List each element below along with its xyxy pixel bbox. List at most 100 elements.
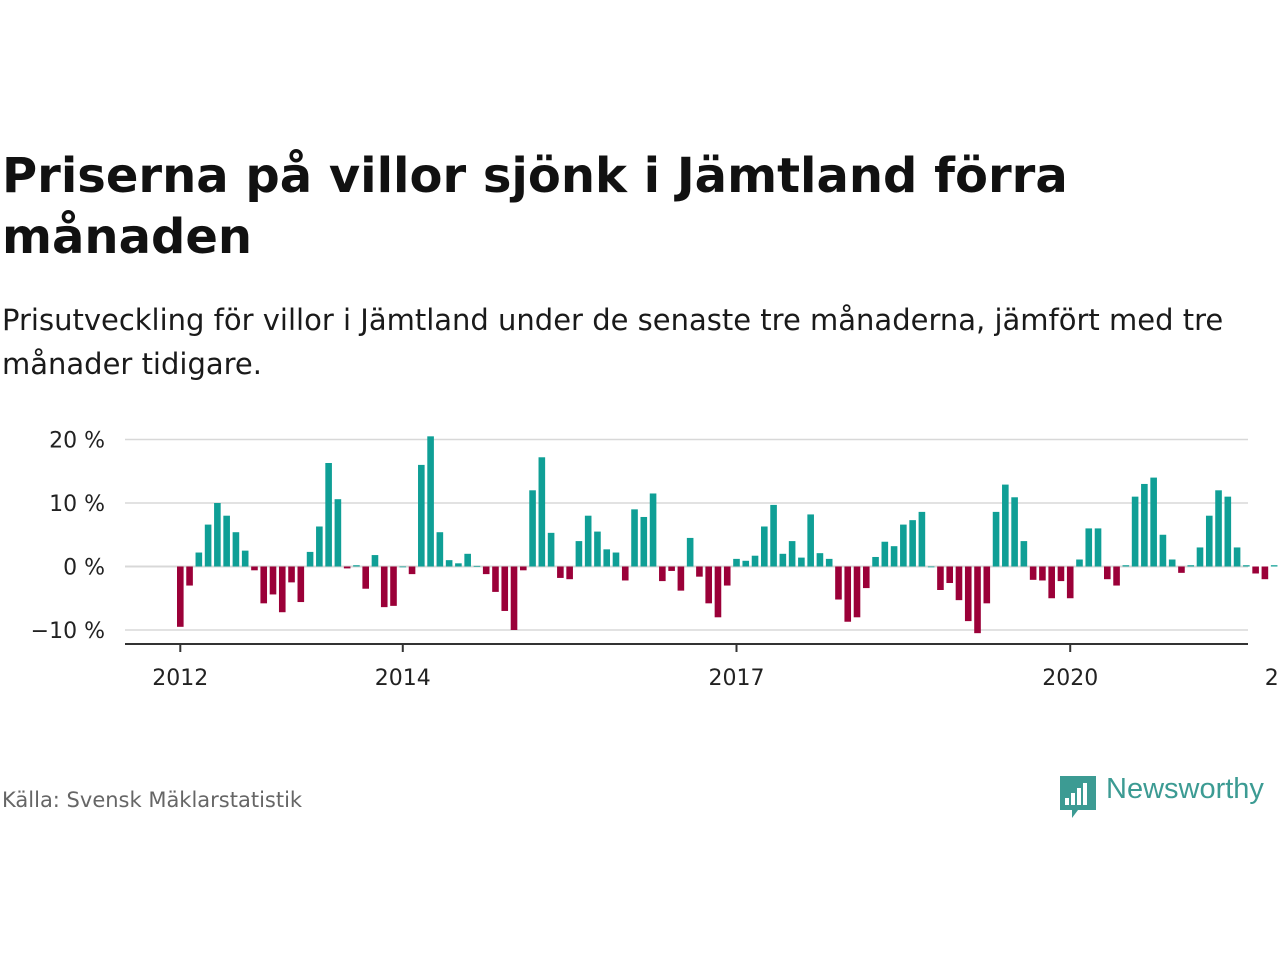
bar xyxy=(519,566,527,571)
x-tick-label: 2020 xyxy=(1042,666,1098,691)
bar xyxy=(696,566,703,577)
bar xyxy=(362,566,369,589)
bar xyxy=(371,555,379,567)
bar xyxy=(445,560,453,567)
bar xyxy=(1159,534,1167,567)
bar xyxy=(566,566,573,580)
bar xyxy=(723,566,731,586)
bar xyxy=(927,566,935,568)
bar xyxy=(770,504,777,567)
bar xyxy=(1029,566,1037,580)
bar xyxy=(1048,566,1055,599)
bar xyxy=(223,515,230,567)
axes: −10 %0 %10 %20 %20122014201720202022−9 % xyxy=(31,429,1280,692)
bar xyxy=(937,566,944,590)
bar xyxy=(278,566,286,613)
bar xyxy=(900,524,907,567)
bar xyxy=(1261,566,1269,580)
bar xyxy=(1141,483,1148,567)
bar xyxy=(946,566,954,584)
bar xyxy=(204,524,212,567)
bar xyxy=(575,541,583,567)
bar xyxy=(325,463,332,567)
bar xyxy=(334,499,342,567)
bar xyxy=(872,556,879,567)
bar xyxy=(779,553,787,567)
bar xyxy=(418,464,425,567)
bar xyxy=(798,557,805,567)
bar xyxy=(1252,566,1259,574)
brand-name[interactable]: Newsworthy xyxy=(1106,773,1264,805)
bar xyxy=(1224,496,1232,567)
bars xyxy=(177,436,1278,634)
bar xyxy=(668,566,675,571)
bar xyxy=(1085,528,1093,567)
bar xyxy=(742,560,750,567)
bar xyxy=(881,541,889,567)
bar xyxy=(1196,547,1204,567)
y-tick-label: 20 % xyxy=(49,429,105,454)
bar xyxy=(1076,559,1083,567)
bar xyxy=(482,566,490,575)
bar xyxy=(853,566,861,618)
bar xyxy=(640,516,648,567)
bar xyxy=(594,531,601,567)
bar xyxy=(890,546,898,567)
bar xyxy=(862,566,870,589)
bar xyxy=(1205,515,1213,567)
newsworthy-logo-icon[interactable] xyxy=(1058,772,1098,820)
y-tick-label: 10 % xyxy=(49,492,105,517)
chart-title: Priserna på villor sjönk i Jämtland förr… xyxy=(2,148,1068,265)
bar xyxy=(557,566,564,578)
bar xyxy=(918,511,926,567)
bar xyxy=(584,515,592,567)
bar xyxy=(390,566,397,606)
bar xyxy=(1122,565,1130,567)
bar xyxy=(380,566,388,608)
bar xyxy=(1094,528,1102,567)
bar xyxy=(621,566,629,581)
bar xyxy=(612,552,620,567)
bar xyxy=(835,566,842,600)
bar xyxy=(751,555,759,567)
bar xyxy=(269,566,277,595)
chart-subtitle: Prisutveckling för villor i Jämtland und… xyxy=(2,303,1224,381)
bar xyxy=(1233,547,1241,567)
bar xyxy=(1178,566,1185,573)
bar xyxy=(816,553,824,567)
bar xyxy=(1131,496,1139,567)
x-tick-label: 2017 xyxy=(709,666,765,691)
bar xyxy=(547,532,555,567)
bar xyxy=(473,565,481,567)
bar xyxy=(1243,565,1250,567)
bar xyxy=(1011,497,1018,567)
bar xyxy=(1150,477,1157,567)
x-tick-label: 2014 xyxy=(375,666,431,691)
bar xyxy=(501,566,509,611)
bar xyxy=(1187,565,1195,567)
bar xyxy=(1168,559,1176,567)
bar xyxy=(788,541,796,567)
bar xyxy=(316,526,323,567)
bar xyxy=(1020,541,1028,567)
bar xyxy=(186,566,193,586)
bar xyxy=(955,566,963,601)
bar xyxy=(1104,566,1111,580)
bar xyxy=(306,551,314,567)
bar xyxy=(510,566,518,630)
bar xyxy=(241,550,249,567)
bar xyxy=(983,566,991,604)
bar xyxy=(686,537,694,567)
bar xyxy=(214,503,221,567)
bar xyxy=(909,520,916,567)
bar xyxy=(631,509,638,567)
bar xyxy=(343,566,351,569)
bar xyxy=(1057,566,1065,582)
gridlines xyxy=(125,438,1248,631)
bar-chart: −10 %0 %10 %20 %20122014201720202022−9 % xyxy=(31,429,1280,692)
bar xyxy=(825,558,833,567)
bar xyxy=(964,566,972,622)
bar xyxy=(260,566,268,604)
bar xyxy=(455,563,462,567)
bar xyxy=(1215,490,1222,567)
